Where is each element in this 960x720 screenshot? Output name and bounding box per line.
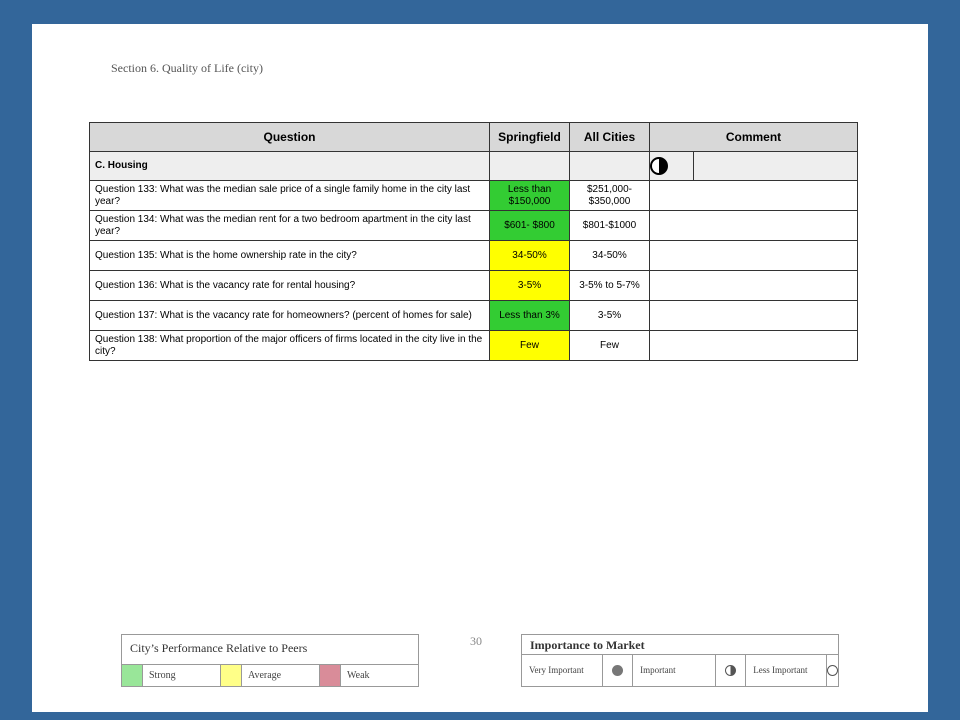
comment-cell: [649, 300, 858, 331]
strong-label: Strong: [143, 665, 221, 686]
table-row: Question 135: What is the home ownership…: [89, 240, 858, 271]
all-cities-cell: 3-5%: [569, 300, 650, 331]
springfield-cell: Less than 3%: [489, 300, 570, 331]
header-all-cities: All Cities: [569, 122, 650, 152]
performance-legend-title: City’s Performance Relative to Peers: [122, 635, 418, 665]
question-cell: Question 134: What was the median rent f…: [89, 210, 490, 241]
category-label: C. Housing: [89, 151, 490, 181]
all-cities-cell: 3-5% to 5-7%: [569, 270, 650, 301]
springfield-cell: 3-5%: [489, 270, 570, 301]
importance-legend: Importance to Market Very Important Impo…: [521, 634, 839, 687]
springfield-cell: Less than $150,000: [489, 180, 570, 211]
header-comment: Comment: [649, 122, 858, 152]
table-row: Question 137: What is the vacancy rate f…: [89, 300, 858, 331]
question-cell: Question 136: What is the vacancy rate f…: [89, 270, 490, 301]
comment-cell: [649, 240, 858, 271]
less-important-label: Less Important: [746, 655, 827, 686]
half-circle-icon: [650, 157, 668, 175]
category-importance: [649, 151, 694, 181]
page-number: 30: [470, 634, 482, 648]
importance-legend-title: Importance to Market: [522, 635, 838, 655]
housing-table: Question Springfield All Cities Comment …: [89, 122, 858, 361]
section-title: Section 6. Quality of Life (city): [111, 61, 263, 75]
filled-circle-icon: [611, 665, 623, 677]
important-label: Important: [633, 655, 716, 686]
question-cell: Question 135: What is the home ownership…: [89, 240, 490, 271]
question-cell: Question 137: What is the vacancy rate f…: [89, 300, 490, 331]
document-page: Section 6. Quality of Life (city) Questi…: [32, 24, 928, 712]
weak-label: Weak: [347, 670, 370, 681]
strong-swatch: [122, 665, 143, 686]
comment-cell: [649, 270, 858, 301]
table-row: Question 133: What was the median sale p…: [89, 180, 858, 211]
table-header-row: Question Springfield All Cities Comment: [89, 122, 858, 152]
all-cities-cell: $251,000- $350,000: [569, 180, 650, 211]
question-cell: Question 138: What proportion of the maj…: [89, 330, 490, 361]
performance-legend: City’s Performance Relative to Peers Str…: [121, 634, 419, 687]
comment-cell: [649, 330, 858, 361]
table-row: Question 138: What proportion of the maj…: [89, 330, 858, 361]
comment-cell: [649, 210, 858, 241]
weak-swatch: [320, 665, 341, 686]
table-row: Question 134: What was the median rent f…: [89, 210, 858, 241]
header-question: Question: [89, 122, 490, 152]
all-cities-cell: Few: [569, 330, 650, 361]
springfield-cell: 34-50%: [489, 240, 570, 271]
comment-cell: [649, 180, 858, 211]
very-important-label: Very Important: [522, 655, 603, 686]
average-label: Average: [242, 665, 320, 686]
empty-circle-icon: [827, 665, 838, 677]
category-row: C. Housing: [89, 151, 858, 181]
springfield-cell: $601- $800: [489, 210, 570, 241]
springfield-cell: Few: [489, 330, 570, 361]
header-springfield: Springfield: [489, 122, 570, 152]
all-cities-cell: 34-50%: [569, 240, 650, 271]
half-circle-icon: [725, 665, 737, 677]
average-swatch: [221, 665, 242, 686]
table-row: Question 136: What is the vacancy rate f…: [89, 270, 858, 301]
all-cities-cell: $801-$1000: [569, 210, 650, 241]
question-cell: Question 133: What was the median sale p…: [89, 180, 490, 211]
